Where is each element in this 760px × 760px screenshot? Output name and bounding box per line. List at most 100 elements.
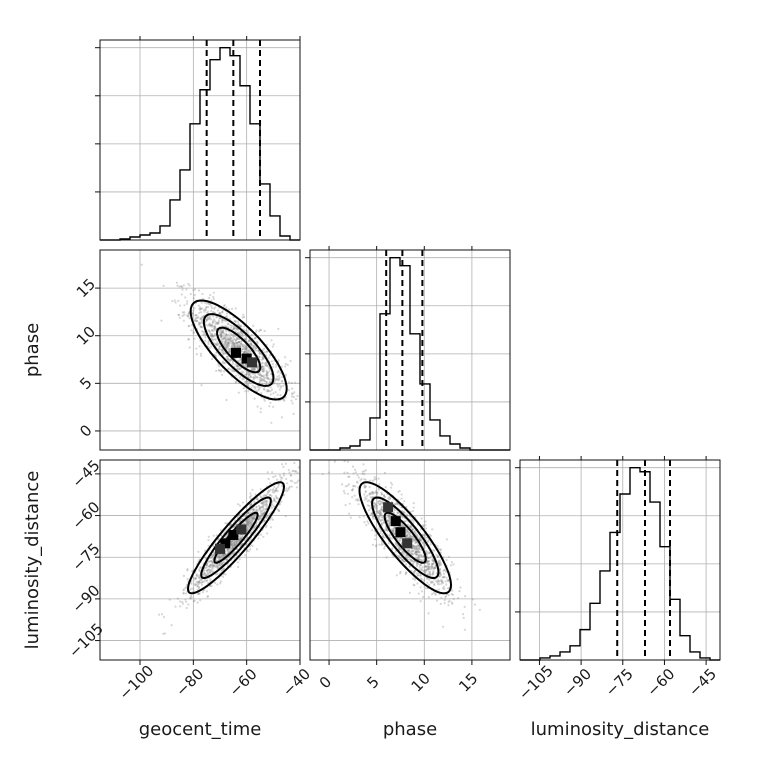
sample-point [207, 318, 210, 321]
sample-point [419, 600, 422, 603]
sample-point [427, 596, 430, 599]
sample-point [209, 324, 212, 327]
sample-point [260, 373, 263, 377]
sample-point [427, 556, 430, 560]
sample-point [400, 557, 403, 560]
sample-point [218, 562, 222, 565]
sample-point [201, 330, 204, 333]
sample-point [206, 579, 209, 582]
sample-point [225, 398, 228, 402]
sample-point [377, 477, 380, 480]
sample-point [377, 511, 380, 514]
sample-point [432, 566, 435, 569]
sample-point [239, 538, 243, 541]
sample-point [244, 337, 247, 340]
sample-point [177, 313, 180, 316]
sample-point [377, 511, 380, 514]
sample-point [202, 315, 205, 319]
sample-point [241, 335, 244, 338]
sample-point [341, 483, 344, 486]
sample-point [444, 580, 447, 583]
sample-point [408, 556, 411, 559]
sample-point [191, 312, 194, 315]
sample-point [195, 347, 198, 350]
sample-point [371, 479, 374, 482]
sample-point [387, 515, 390, 518]
sample-point [402, 510, 405, 514]
sample-point [259, 506, 262, 509]
sample-point [253, 386, 256, 389]
sample-point [211, 334, 214, 337]
sample-point [382, 494, 386, 497]
sample-point [439, 602, 442, 606]
sample-point [242, 377, 245, 380]
sample-point [193, 319, 196, 323]
sample-point [218, 317, 221, 320]
sample-point [261, 500, 264, 503]
sample-point [188, 324, 191, 327]
sample-point [438, 572, 442, 575]
x-tick-label-geocent_time: −60 [226, 665, 261, 700]
sample-point [279, 385, 282, 388]
sample-point [251, 516, 254, 520]
sample-point [433, 584, 436, 587]
density-peak-cell [220, 538, 231, 549]
sample-point [390, 486, 393, 489]
sample-point [252, 508, 255, 511]
sample-point [230, 543, 233, 546]
sample-point [408, 551, 411, 554]
sample-point [211, 311, 215, 314]
sample-point [210, 299, 213, 302]
sample-point [290, 485, 293, 488]
sample-point [336, 442, 338, 444]
sample-point [235, 540, 238, 543]
sample-point [364, 485, 367, 488]
sample-point [208, 560, 211, 563]
sample-point [425, 565, 428, 568]
sample-point [257, 518, 260, 521]
sample-point [274, 500, 278, 503]
sample-point [395, 574, 398, 577]
sample-point [361, 472, 364, 475]
sample-point [363, 521, 366, 524]
sample-point [193, 582, 197, 586]
sample-point [422, 542, 425, 546]
sample-point [197, 315, 200, 319]
sample-point [250, 375, 253, 379]
sample-point [243, 350, 246, 354]
sample-point [267, 490, 270, 493]
sample-points [140, 263, 299, 424]
sample-point [271, 491, 274, 494]
histogram-phase [310, 256, 510, 451]
sample-point [265, 515, 269, 518]
sample-point [246, 371, 249, 374]
sample-point [344, 504, 347, 507]
sample-point [442, 576, 445, 579]
sample-point [194, 317, 197, 320]
sample-point [411, 549, 414, 552]
sample-point [202, 314, 205, 318]
sample-point [274, 489, 277, 492]
sample-point [271, 503, 274, 506]
sample-point [463, 628, 466, 631]
sample-point [401, 558, 404, 562]
sample-point [261, 370, 264, 373]
sample-point [387, 519, 390, 522]
sample-point [217, 343, 220, 346]
sample-point [199, 322, 202, 325]
sample-point [218, 558, 221, 561]
sample-point [416, 551, 419, 554]
sample-point [258, 355, 261, 358]
sample-point [286, 363, 289, 366]
sample-point [409, 535, 412, 538]
sample-point [417, 563, 420, 566]
sample-point [263, 369, 266, 372]
sample-point [236, 540, 239, 543]
sample-point [398, 547, 401, 550]
sample-point [214, 329, 217, 332]
sample-point [220, 555, 223, 558]
sample-point [186, 300, 189, 303]
sample-point [252, 346, 255, 349]
sample-point [424, 565, 427, 568]
sample-point [187, 337, 190, 341]
